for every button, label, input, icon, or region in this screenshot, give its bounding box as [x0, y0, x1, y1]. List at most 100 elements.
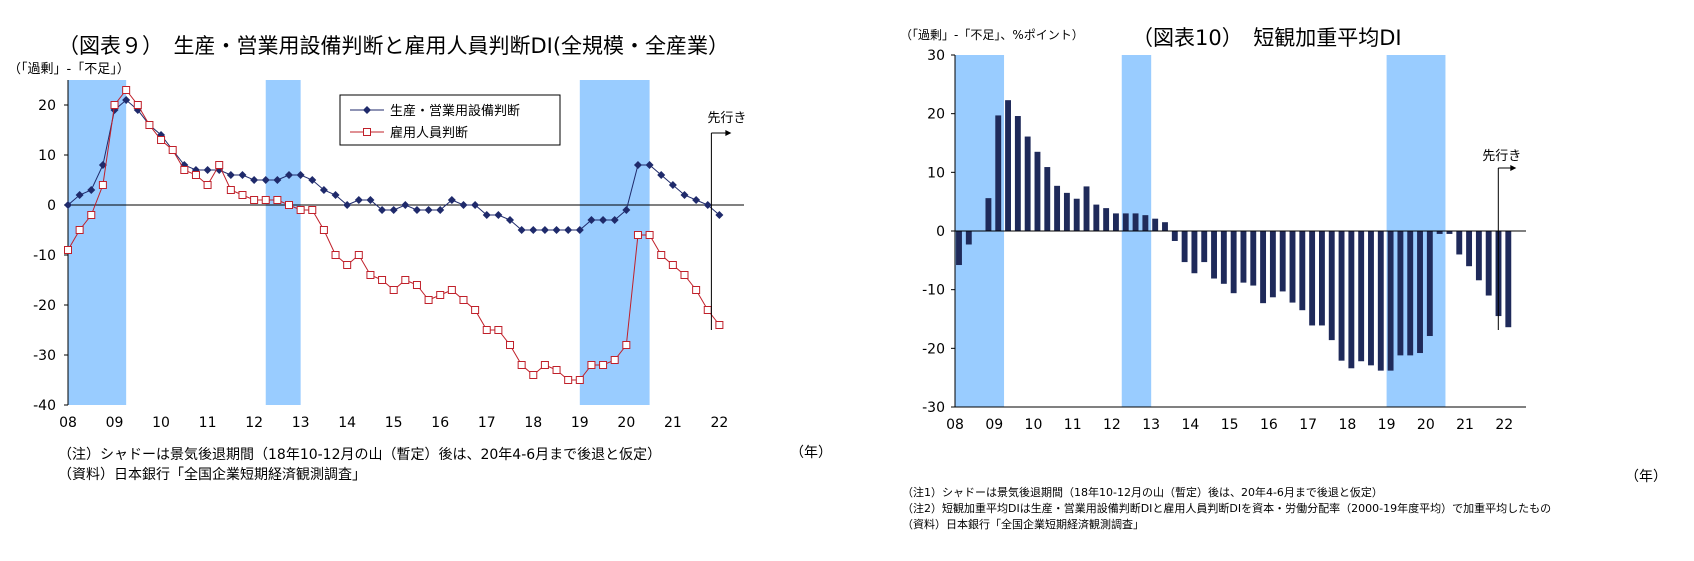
data-point — [261, 196, 270, 204]
data-point — [378, 206, 387, 214]
bar — [1162, 222, 1168, 231]
bar — [1024, 136, 1031, 231]
bar — [1338, 231, 1345, 361]
bar — [1073, 198, 1080, 231]
bar — [1387, 231, 1394, 371]
bar — [1005, 100, 1011, 231]
chart-panel-figure9: （図表９） 生産・営業用設備判断と雇用人員判断DI(全規模・全産業） （「過剰」… — [8, 34, 832, 483]
data-point — [203, 181, 212, 189]
data-point — [471, 201, 480, 209]
data-point — [319, 186, 328, 194]
data-point — [75, 191, 84, 199]
data-point — [703, 306, 712, 314]
bar — [1407, 231, 1414, 356]
data-point — [226, 186, 235, 194]
bar — [1171, 231, 1178, 241]
y-tick-label: 20 — [927, 107, 945, 123]
bar — [956, 231, 962, 266]
y-tick-label: -10 — [33, 248, 56, 264]
data-point — [517, 361, 526, 369]
x-tick-label: 21 — [1456, 417, 1474, 433]
chart-title: （図表９） 生産・営業用設備判断と雇用人員判断DI(全規模・全産業） — [58, 34, 730, 58]
chart-title: （図表10） 短観加重平均DI — [1132, 26, 1402, 50]
x-tick-label: 22 — [710, 415, 728, 431]
data-point — [110, 101, 119, 109]
y-axis-label: （「過剰」-「不足」） — [8, 62, 130, 77]
data-point — [471, 306, 480, 314]
x-tick-label: 10 — [1025, 417, 1043, 433]
bar — [1034, 151, 1041, 231]
data-point — [540, 226, 549, 234]
data-point — [75, 226, 84, 234]
data-point — [645, 231, 654, 239]
data-point — [494, 211, 503, 219]
data-point — [180, 166, 189, 174]
data-point — [122, 86, 131, 94]
data-point — [633, 161, 642, 169]
bar — [1122, 213, 1129, 231]
data-point — [401, 276, 410, 284]
forecast-arrow-head — [1510, 165, 1517, 171]
data-point — [645, 161, 654, 169]
data-point — [540, 361, 549, 369]
data-point — [575, 376, 584, 384]
bar — [1368, 231, 1374, 366]
note-2: （注2）短観加重平均DIは生産・営業用設備判断DIと雇用人員判断DIを資本・労働… — [902, 502, 1552, 515]
bar — [1113, 213, 1119, 231]
data-point — [668, 261, 677, 269]
y-tick-label: 0 — [936, 224, 945, 240]
y-tick-label: 10 — [927, 165, 945, 181]
data-point — [366, 196, 375, 204]
data-point — [285, 171, 294, 179]
legend-marker — [363, 128, 371, 136]
x-tick-label: 14 — [338, 415, 356, 431]
bar — [1397, 231, 1404, 356]
data-point — [226, 171, 235, 179]
data-point — [529, 226, 538, 234]
data-point — [703, 201, 712, 209]
data-point — [273, 176, 282, 184]
bar — [1132, 213, 1139, 231]
data-point — [331, 191, 340, 199]
data-point — [331, 251, 340, 259]
bar — [1279, 231, 1286, 292]
y-tick-label: -40 — [33, 398, 56, 414]
data-point — [715, 321, 724, 329]
data-point — [657, 251, 666, 259]
bar — [1358, 231, 1365, 362]
bar — [1475, 231, 1482, 281]
data-point — [87, 186, 96, 194]
x-tick-label: 17 — [1299, 417, 1317, 433]
data-point — [98, 181, 107, 189]
data-point — [133, 101, 142, 109]
bar-chart: -30 -20 -10 0 10 20 30 08 09 10 11 12 13 14 15 16 17 18 19… — [922, 48, 1526, 433]
data-point — [308, 176, 317, 184]
x-tick-label: 09 — [985, 417, 1003, 433]
data-point — [599, 216, 608, 224]
bar — [1201, 231, 1208, 263]
data-point — [424, 296, 433, 304]
data-point — [343, 261, 352, 269]
y-tick-label: -30 — [33, 348, 56, 364]
bar — [1309, 231, 1316, 326]
bar — [1181, 231, 1188, 263]
bar — [1260, 231, 1267, 304]
data-point — [668, 181, 677, 189]
y-tick-label: 0 — [47, 198, 56, 214]
x-tick-label: 18 — [1338, 417, 1356, 433]
data-point — [366, 271, 375, 279]
y-tick-label: -10 — [922, 283, 945, 299]
data-point — [389, 206, 398, 214]
x-tick-label: 20 — [617, 415, 635, 431]
bar — [1211, 231, 1217, 279]
forecast-label: 先行き — [707, 111, 746, 126]
data-point — [459, 201, 468, 209]
data-point — [168, 146, 177, 154]
x-axis-label: （年） — [1625, 469, 1667, 485]
bar — [1456, 231, 1463, 255]
data-point — [98, 161, 107, 169]
x-tick-label: 19 — [1378, 417, 1396, 433]
data-point — [575, 226, 584, 234]
x-tick-label: 09 — [106, 415, 124, 431]
data-point — [447, 286, 456, 294]
